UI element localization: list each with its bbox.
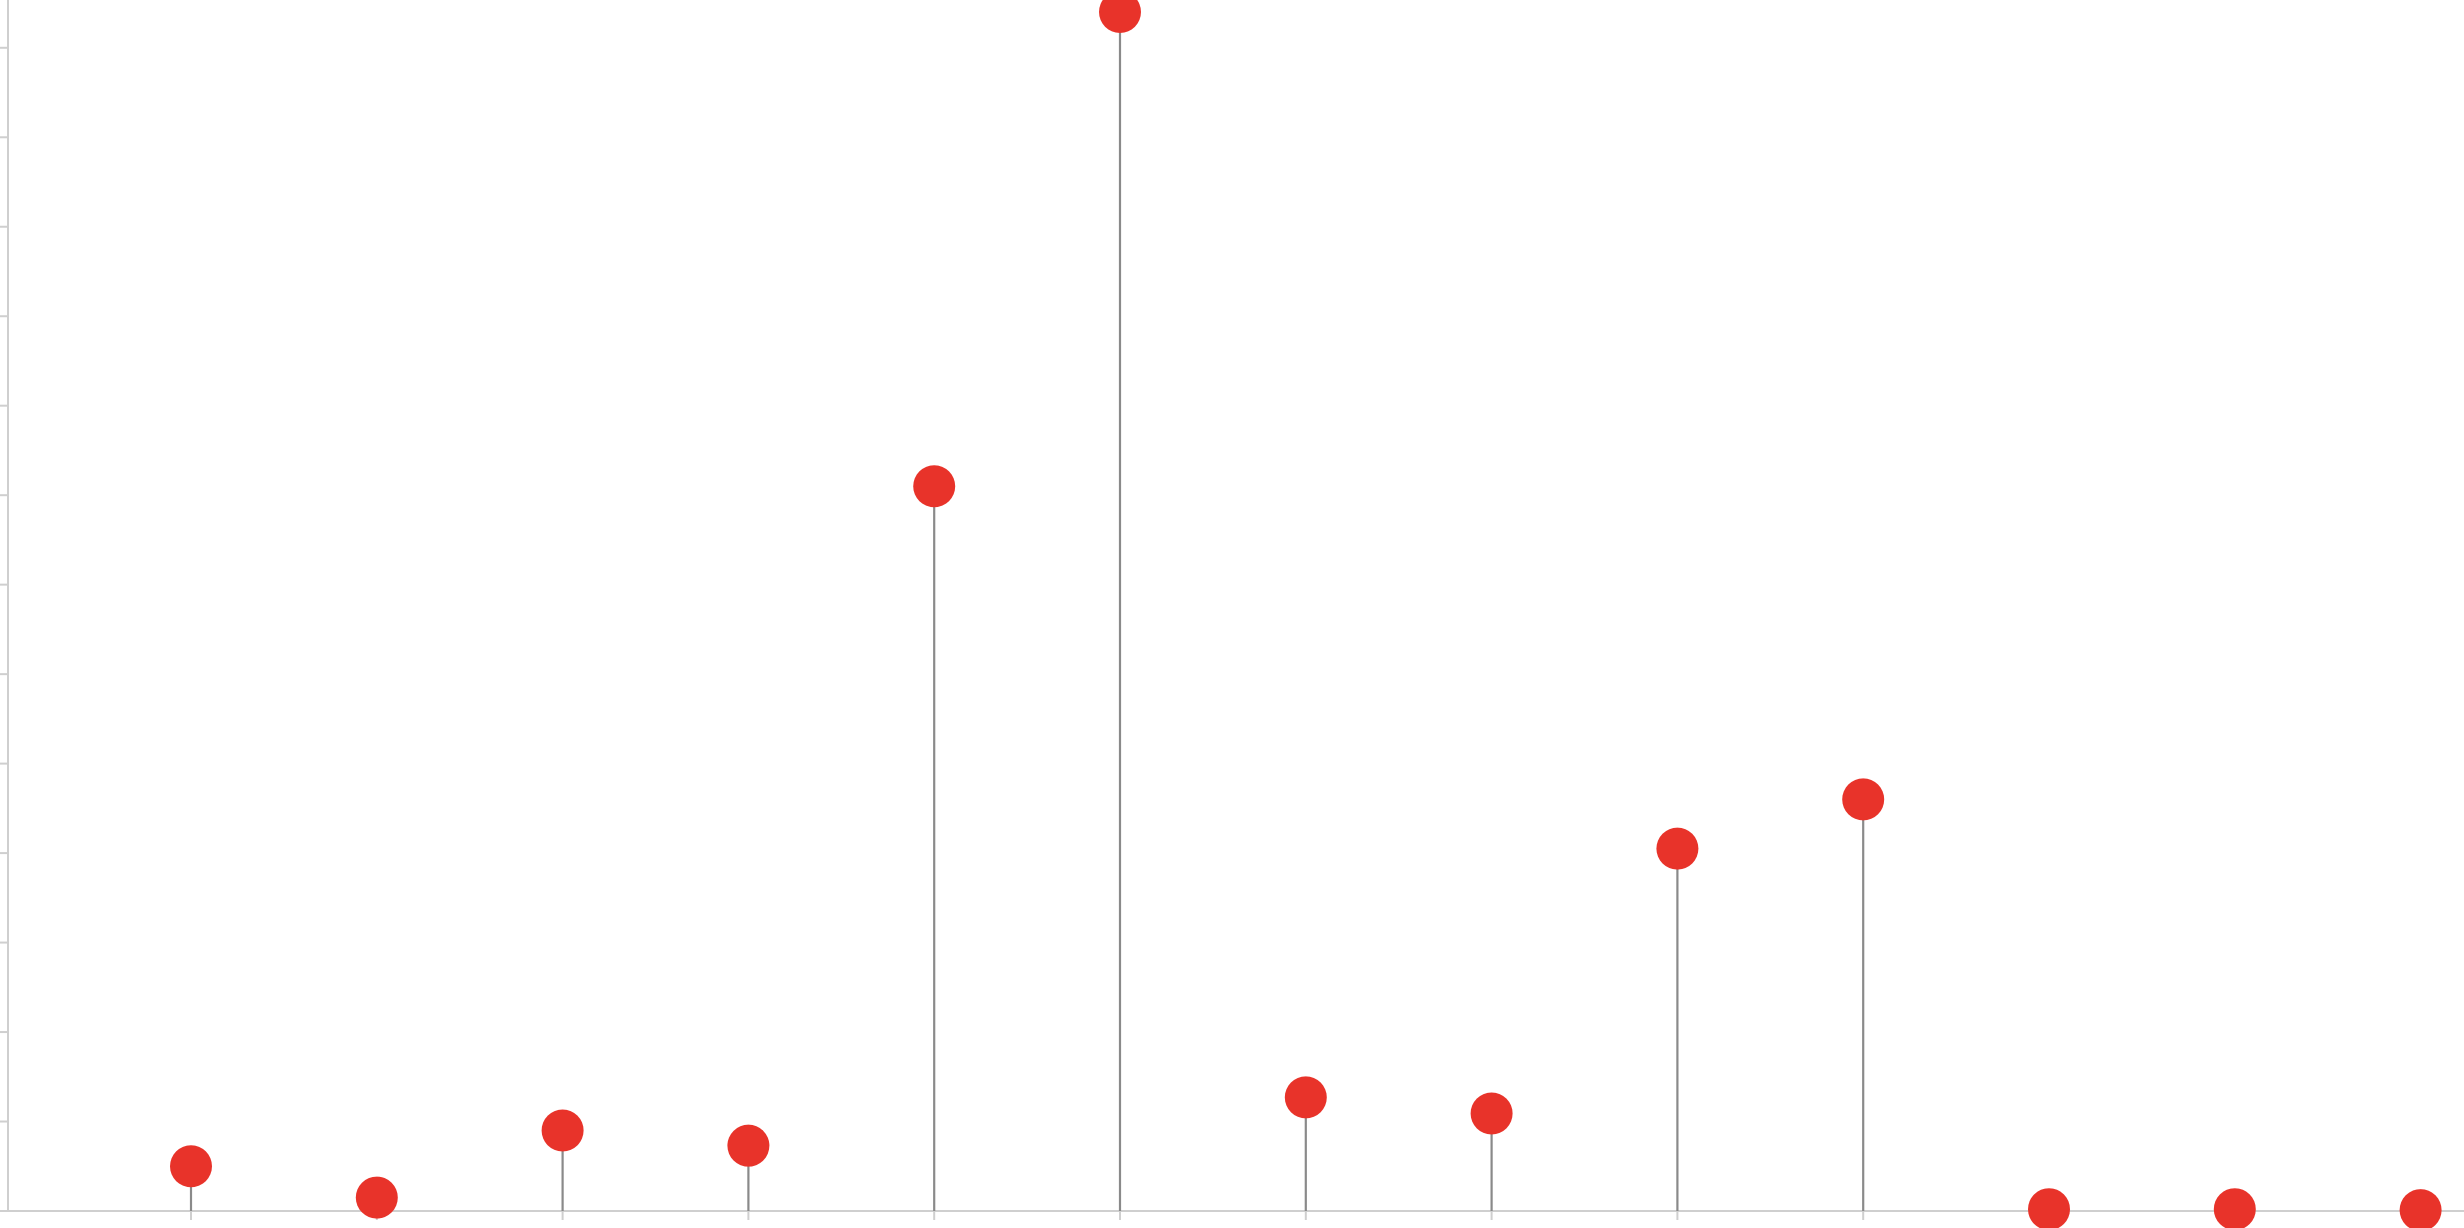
lollipop-marker: [727, 1124, 770, 1167]
markers: [170, 0, 2442, 1228]
lollipop-marker: [2399, 1189, 2442, 1228]
lollipop-marker: [1842, 778, 1885, 821]
lollipop-marker: [1284, 1076, 1327, 1119]
lollipop-marker: [1099, 0, 1141, 33]
lollipop-marker: [541, 1109, 584, 1152]
lollipop-marker: [1656, 827, 1699, 870]
lollipop-marker: [170, 1145, 212, 1188]
lollipop-marker: [1470, 1092, 1513, 1135]
lollipop-marker: [913, 465, 956, 508]
lollipop-marker: [355, 1176, 398, 1219]
lollipop-marker: [2028, 1188, 2070, 1228]
lollipop-marker: [2213, 1188, 2256, 1228]
stems: [189, 12, 2422, 1211]
